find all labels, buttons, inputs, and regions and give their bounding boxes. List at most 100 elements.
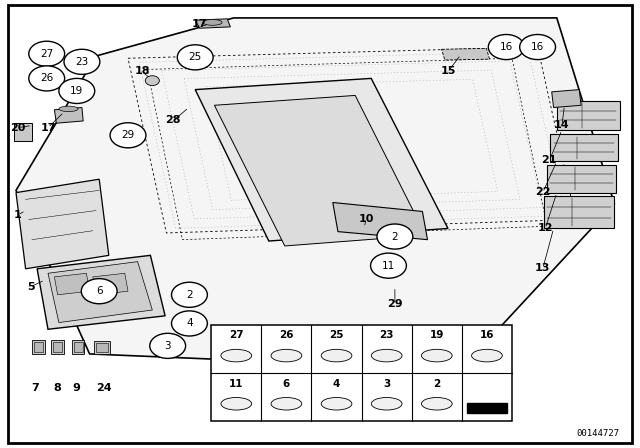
Text: 12: 12	[538, 223, 553, 233]
Text: 17: 17	[192, 19, 207, 29]
Text: 3: 3	[383, 379, 390, 388]
Bar	[467, 403, 507, 413]
Text: 19: 19	[429, 331, 444, 340]
Text: 27: 27	[40, 49, 53, 59]
Text: 18: 18	[134, 66, 150, 76]
Ellipse shape	[221, 349, 252, 362]
Bar	[96, 343, 108, 352]
Ellipse shape	[203, 20, 222, 26]
Ellipse shape	[321, 397, 352, 410]
Text: 25: 25	[189, 52, 202, 62]
Ellipse shape	[145, 76, 159, 86]
Text: 9: 9	[73, 383, 81, 393]
Text: 26: 26	[279, 331, 294, 340]
Text: 13: 13	[535, 263, 550, 273]
Text: 24: 24	[97, 383, 112, 393]
Text: 4: 4	[186, 319, 193, 328]
Polygon shape	[214, 95, 426, 246]
Circle shape	[172, 311, 207, 336]
Text: 25: 25	[330, 331, 344, 340]
Text: 28: 28	[165, 115, 180, 125]
Text: 5: 5	[27, 282, 35, 292]
Circle shape	[59, 78, 95, 103]
Bar	[74, 342, 83, 352]
Circle shape	[29, 41, 65, 66]
Bar	[211, 325, 512, 421]
Bar	[72, 340, 84, 354]
Text: 2: 2	[392, 232, 398, 241]
Text: 00144727: 00144727	[577, 429, 620, 438]
Circle shape	[110, 123, 146, 148]
Polygon shape	[552, 90, 581, 108]
Polygon shape	[547, 165, 616, 193]
Ellipse shape	[472, 349, 502, 362]
Text: 15: 15	[440, 66, 456, 76]
Text: 20: 20	[10, 123, 26, 133]
Text: 23: 23	[76, 57, 88, 67]
Ellipse shape	[371, 349, 402, 362]
Text: 17: 17	[40, 123, 56, 133]
Circle shape	[488, 34, 524, 60]
Polygon shape	[557, 101, 620, 130]
Ellipse shape	[271, 397, 302, 410]
Bar	[51, 340, 64, 354]
Circle shape	[29, 66, 65, 91]
Circle shape	[371, 253, 406, 278]
Ellipse shape	[59, 106, 78, 112]
Text: 6: 6	[96, 286, 102, 296]
Circle shape	[150, 333, 186, 358]
Polygon shape	[48, 262, 152, 323]
Polygon shape	[544, 196, 614, 228]
Ellipse shape	[422, 349, 452, 362]
Text: 4: 4	[333, 379, 340, 388]
Polygon shape	[442, 48, 490, 60]
Bar	[94, 341, 110, 354]
Text: 2: 2	[186, 290, 193, 300]
Polygon shape	[16, 18, 614, 370]
Bar	[32, 340, 45, 354]
Polygon shape	[550, 134, 618, 161]
Text: 21: 21	[541, 155, 557, 165]
Text: 2: 2	[433, 379, 440, 388]
Ellipse shape	[271, 349, 302, 362]
Circle shape	[81, 279, 117, 304]
Polygon shape	[195, 78, 448, 241]
Text: 16: 16	[531, 42, 544, 52]
Bar	[53, 342, 62, 352]
Polygon shape	[195, 19, 230, 28]
Text: 29: 29	[387, 299, 403, 309]
Text: 22: 22	[535, 187, 550, 197]
Text: 11: 11	[229, 379, 243, 388]
Ellipse shape	[422, 397, 452, 410]
Text: 14: 14	[554, 120, 570, 129]
Text: 29: 29	[122, 130, 134, 140]
Text: 16: 16	[480, 331, 494, 340]
Polygon shape	[333, 202, 428, 240]
Text: 27: 27	[229, 331, 244, 340]
Circle shape	[377, 224, 413, 249]
Text: 19: 19	[70, 86, 83, 96]
Ellipse shape	[321, 349, 352, 362]
Text: 6: 6	[283, 379, 290, 388]
Text: 16: 16	[500, 42, 513, 52]
Polygon shape	[93, 273, 128, 295]
Circle shape	[177, 45, 213, 70]
Text: 11: 11	[382, 261, 395, 271]
Text: 10: 10	[358, 214, 374, 224]
Text: 3: 3	[164, 341, 171, 351]
Bar	[34, 342, 43, 352]
Text: 1: 1	[14, 210, 22, 220]
Circle shape	[172, 282, 207, 307]
Circle shape	[520, 34, 556, 60]
Polygon shape	[37, 255, 165, 329]
Text: 26: 26	[40, 73, 53, 83]
Circle shape	[64, 49, 100, 74]
Bar	[14, 123, 32, 141]
Ellipse shape	[221, 397, 252, 410]
Polygon shape	[16, 179, 109, 269]
Ellipse shape	[371, 397, 402, 410]
Polygon shape	[54, 108, 83, 123]
Text: 8: 8	[54, 383, 61, 393]
Text: 7: 7	[31, 383, 39, 393]
Text: 23: 23	[380, 331, 394, 340]
